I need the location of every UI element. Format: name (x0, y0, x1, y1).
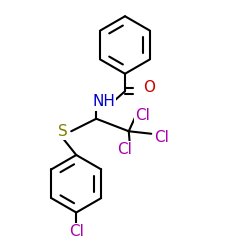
Text: Cl: Cl (117, 142, 132, 158)
Text: Cl: Cl (154, 130, 170, 144)
Text: S: S (58, 124, 68, 139)
Text: Cl: Cl (69, 224, 84, 240)
Text: Cl: Cl (136, 108, 150, 123)
Text: NH: NH (92, 94, 115, 110)
Text: O: O (143, 80, 155, 96)
